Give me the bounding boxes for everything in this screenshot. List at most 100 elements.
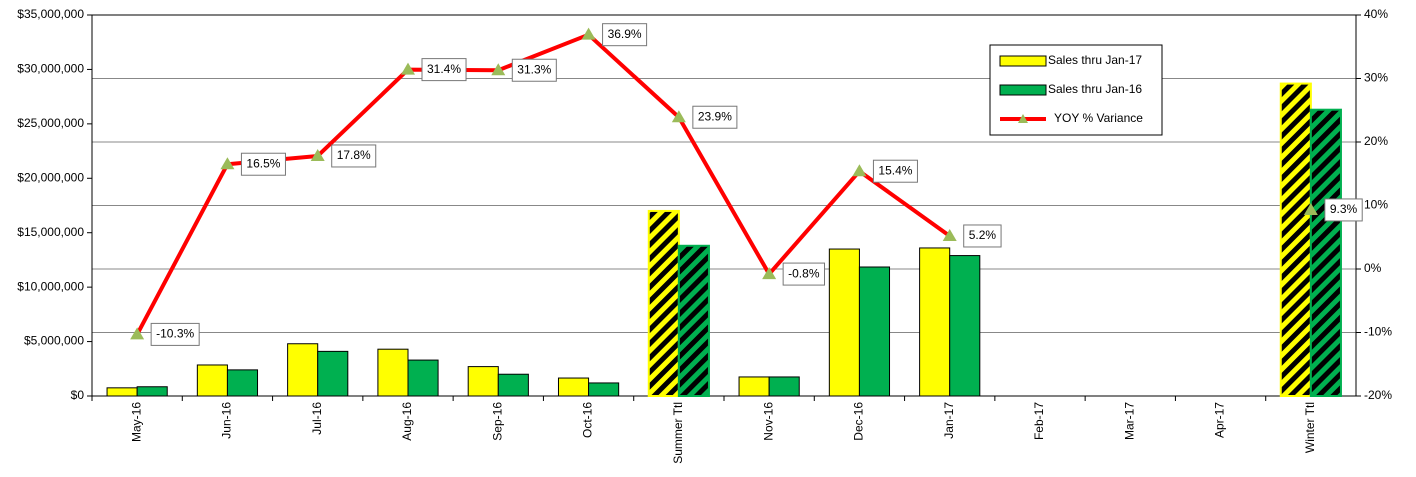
y2-tick-label: -10% xyxy=(1364,325,1392,339)
legend-label: YOY % Variance xyxy=(1054,111,1143,125)
y2-tick-label: 10% xyxy=(1364,198,1388,212)
x-tick-label: Summer Ttl xyxy=(671,402,685,464)
y-tick-label: $25,000,000 xyxy=(17,116,84,130)
y-tick-label: $15,000,000 xyxy=(17,225,84,239)
data-label: -0.8% xyxy=(782,262,826,286)
x-tick-label: Jun-16 xyxy=(220,402,234,439)
marker xyxy=(762,267,777,280)
bar xyxy=(768,376,800,397)
y-tick-label: $0 xyxy=(71,388,85,402)
bar xyxy=(858,266,891,397)
bar xyxy=(919,247,951,397)
bar xyxy=(497,373,529,397)
bar xyxy=(196,364,228,397)
data-label: 15.4% xyxy=(872,159,918,183)
data-label-box xyxy=(331,144,377,168)
y2-tick-label: -20% xyxy=(1364,388,1392,402)
y2-tick-label: 0% xyxy=(1364,261,1382,275)
y-tick-label: $10,000,000 xyxy=(17,279,84,293)
bar xyxy=(1279,82,1312,398)
x-tick-label: Jan-17 xyxy=(942,402,956,439)
data-label-box xyxy=(602,23,648,47)
data-label: 36.9% xyxy=(602,23,648,47)
data-label-text: 16.5% xyxy=(246,156,280,170)
data-label-text: 17.8% xyxy=(337,148,371,162)
legend-label: Sales thru Jan-16 xyxy=(1048,82,1142,96)
bar xyxy=(106,387,138,397)
marker xyxy=(310,148,325,161)
marker xyxy=(671,110,686,123)
bar xyxy=(828,248,860,397)
data-label-text: 5.2% xyxy=(969,228,997,242)
data-label-box xyxy=(872,159,918,183)
y-tick-label: $30,000,000 xyxy=(17,62,84,76)
data-label-box xyxy=(240,152,286,176)
x-tick-label: Sep-16 xyxy=(490,402,504,441)
data-label: 16.5% xyxy=(240,152,286,176)
bar xyxy=(949,255,981,397)
legend-marker xyxy=(1018,114,1028,123)
marker xyxy=(491,63,506,76)
y2-tick-label: 40% xyxy=(1364,7,1388,21)
legend-swatch xyxy=(999,55,1047,67)
x-tick-label: Oct-16 xyxy=(581,402,595,438)
data-label-text: 23.9% xyxy=(698,109,732,123)
bar xyxy=(677,244,710,397)
legend-swatch xyxy=(999,84,1047,96)
bar xyxy=(738,376,770,397)
bar xyxy=(317,350,349,397)
data-label: 17.8% xyxy=(331,144,377,168)
bar xyxy=(588,382,620,397)
data-label-text: 31.3% xyxy=(517,62,551,76)
x-tick-label: Mar-17 xyxy=(1122,402,1136,440)
bar xyxy=(226,369,259,397)
data-label-text: 31.4% xyxy=(427,62,461,76)
x-tick-label: Feb-17 xyxy=(1032,402,1046,440)
data-label-text: -0.8% xyxy=(788,266,820,280)
bar xyxy=(407,359,439,397)
y-tick-label: $5,000,000 xyxy=(24,334,84,348)
data-label-box xyxy=(421,58,467,82)
bar xyxy=(377,348,409,397)
data-label: 5.2% xyxy=(963,224,1002,248)
y-tick-label: $35,000,000 xyxy=(17,7,84,21)
x-tick-label: Dec-16 xyxy=(852,402,866,441)
x-tick-label: May-16 xyxy=(129,402,143,442)
data-label-box xyxy=(692,105,738,129)
data-label-box xyxy=(150,322,200,346)
marker xyxy=(581,27,596,40)
data-label-box xyxy=(782,262,826,286)
data-label: -10.3% xyxy=(150,322,200,346)
x-tick-label: Aug-16 xyxy=(400,402,414,441)
marker xyxy=(942,228,957,241)
bar xyxy=(287,343,319,397)
marker xyxy=(1303,202,1318,215)
marker xyxy=(852,164,867,177)
data-label-text: 9.3% xyxy=(1330,202,1358,216)
x-tick-label: Apr-17 xyxy=(1213,402,1227,438)
x-tick-label: Nov-16 xyxy=(761,402,775,441)
legend-label: Sales thru Jan-17 xyxy=(1048,53,1142,67)
data-label-box xyxy=(1324,198,1363,222)
marker xyxy=(130,327,145,340)
marker xyxy=(401,62,415,75)
bar xyxy=(136,386,168,397)
bar xyxy=(647,209,680,397)
x-tick-label: Jul-16 xyxy=(310,402,324,435)
data-label: 31.4% xyxy=(421,58,467,82)
data-label: 31.3% xyxy=(511,58,557,82)
y-tick-label: $20,000,000 xyxy=(17,170,84,184)
bar xyxy=(1309,108,1342,397)
data-label-text: 36.9% xyxy=(608,27,642,41)
y2-tick-label: 30% xyxy=(1364,71,1388,85)
x-tick-label: Winter Ttl xyxy=(1303,402,1317,453)
bar xyxy=(467,366,499,397)
marker xyxy=(220,157,235,170)
data-label-box xyxy=(963,224,1002,248)
data-label-box xyxy=(511,58,557,82)
bar xyxy=(557,377,590,397)
y2-tick-label: 20% xyxy=(1364,134,1388,148)
data-label-text: -10.3% xyxy=(156,327,194,341)
data-label: 9.3% xyxy=(1324,198,1363,222)
